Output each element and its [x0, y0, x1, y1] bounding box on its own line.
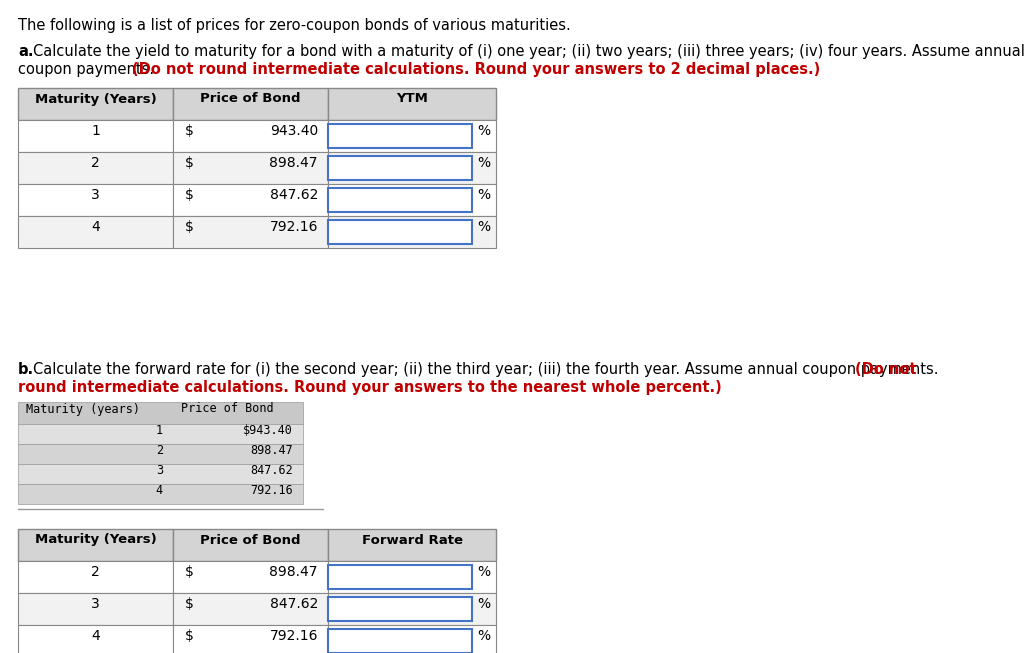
- Text: 4: 4: [91, 220, 100, 234]
- Bar: [18, 625, 173, 653]
- Bar: [328, 120, 496, 152]
- Text: 3: 3: [91, 597, 100, 611]
- Bar: [328, 529, 496, 561]
- Text: $: $: [185, 565, 194, 579]
- Text: 898.47: 898.47: [269, 565, 318, 579]
- Text: $: $: [185, 188, 194, 202]
- Text: 792.16: 792.16: [250, 483, 293, 496]
- Text: 847.62: 847.62: [250, 464, 293, 477]
- Text: 898.47: 898.47: [269, 156, 318, 170]
- Bar: [18, 184, 173, 216]
- Text: a.: a.: [18, 44, 34, 59]
- Bar: [18, 216, 173, 248]
- Text: 2: 2: [91, 156, 100, 170]
- Bar: [328, 184, 496, 216]
- Bar: [173, 561, 328, 593]
- Bar: [328, 124, 472, 148]
- Text: Calculate the yield to maturity for a bond with a maturity of (i) one year; (ii): Calculate the yield to maturity for a bo…: [33, 44, 1024, 59]
- Text: 792.16: 792.16: [269, 220, 318, 234]
- Text: 1: 1: [91, 124, 100, 138]
- Text: 3: 3: [91, 188, 100, 202]
- Text: $: $: [185, 124, 194, 138]
- Bar: [328, 565, 472, 589]
- Bar: [18, 529, 173, 561]
- Bar: [173, 529, 328, 561]
- Bar: [328, 625, 496, 653]
- Bar: [18, 402, 303, 424]
- Text: 943.40: 943.40: [269, 124, 318, 138]
- Bar: [18, 561, 173, 593]
- Text: 1: 1: [156, 424, 163, 436]
- Text: 847.62: 847.62: [269, 597, 318, 611]
- Bar: [328, 593, 496, 625]
- Text: The following is a list of prices for zero-coupon bonds of various maturities.: The following is a list of prices for ze…: [18, 18, 570, 33]
- Text: (Do not round intermediate calculations. Round your answers to 2 decimal places.: (Do not round intermediate calculations.…: [132, 62, 820, 77]
- Bar: [18, 593, 173, 625]
- Text: YTM: YTM: [396, 93, 428, 106]
- Bar: [173, 184, 328, 216]
- Bar: [328, 597, 472, 621]
- Text: $943.40: $943.40: [243, 424, 293, 436]
- Bar: [18, 152, 173, 184]
- Bar: [173, 216, 328, 248]
- Text: %: %: [477, 220, 490, 234]
- Text: Price of Bond: Price of Bond: [201, 93, 301, 106]
- Bar: [328, 88, 496, 120]
- Text: %: %: [477, 597, 490, 611]
- Bar: [328, 216, 496, 248]
- Bar: [328, 188, 472, 212]
- Text: $: $: [185, 156, 194, 170]
- Text: 3: 3: [156, 464, 163, 477]
- Bar: [328, 152, 496, 184]
- Bar: [18, 464, 303, 484]
- Text: $: $: [185, 220, 194, 234]
- Bar: [328, 561, 496, 593]
- Text: %: %: [477, 565, 490, 579]
- Bar: [18, 120, 173, 152]
- Text: %: %: [477, 188, 490, 202]
- Bar: [18, 484, 303, 504]
- Text: Price of Bond: Price of Bond: [181, 402, 273, 415]
- Text: b.: b.: [18, 362, 34, 377]
- Text: round intermediate calculations. Round your answers to the nearest whole percent: round intermediate calculations. Round y…: [18, 380, 722, 395]
- Text: $: $: [185, 597, 194, 611]
- Bar: [18, 88, 173, 120]
- Text: %: %: [477, 124, 490, 138]
- Text: Calculate the forward rate for (i) the second year; (ii) the third year; (iii) t: Calculate the forward rate for (i) the s…: [33, 362, 943, 377]
- Text: coupon payments.: coupon payments.: [18, 62, 159, 77]
- Text: (Do not: (Do not: [855, 362, 916, 377]
- Text: 4: 4: [156, 483, 163, 496]
- Text: %: %: [477, 156, 490, 170]
- Text: Maturity (years): Maturity (years): [26, 402, 140, 415]
- Text: Price of Bond: Price of Bond: [201, 534, 301, 547]
- Text: Maturity (Years): Maturity (Years): [35, 93, 157, 106]
- Text: Forward Rate: Forward Rate: [361, 534, 463, 547]
- Bar: [173, 120, 328, 152]
- Bar: [173, 593, 328, 625]
- Text: 4: 4: [91, 629, 100, 643]
- Text: 898.47: 898.47: [250, 443, 293, 456]
- Bar: [328, 156, 472, 180]
- Text: %: %: [477, 629, 490, 643]
- Text: $: $: [185, 629, 194, 643]
- Bar: [18, 424, 303, 444]
- Text: 2: 2: [156, 443, 163, 456]
- Bar: [18, 444, 303, 464]
- Bar: [173, 625, 328, 653]
- Text: 2: 2: [91, 565, 100, 579]
- Bar: [328, 220, 472, 244]
- Bar: [173, 88, 328, 120]
- Bar: [328, 629, 472, 653]
- Bar: [173, 152, 328, 184]
- Text: 792.16: 792.16: [269, 629, 318, 643]
- Text: Maturity (Years): Maturity (Years): [35, 534, 157, 547]
- Text: 847.62: 847.62: [269, 188, 318, 202]
